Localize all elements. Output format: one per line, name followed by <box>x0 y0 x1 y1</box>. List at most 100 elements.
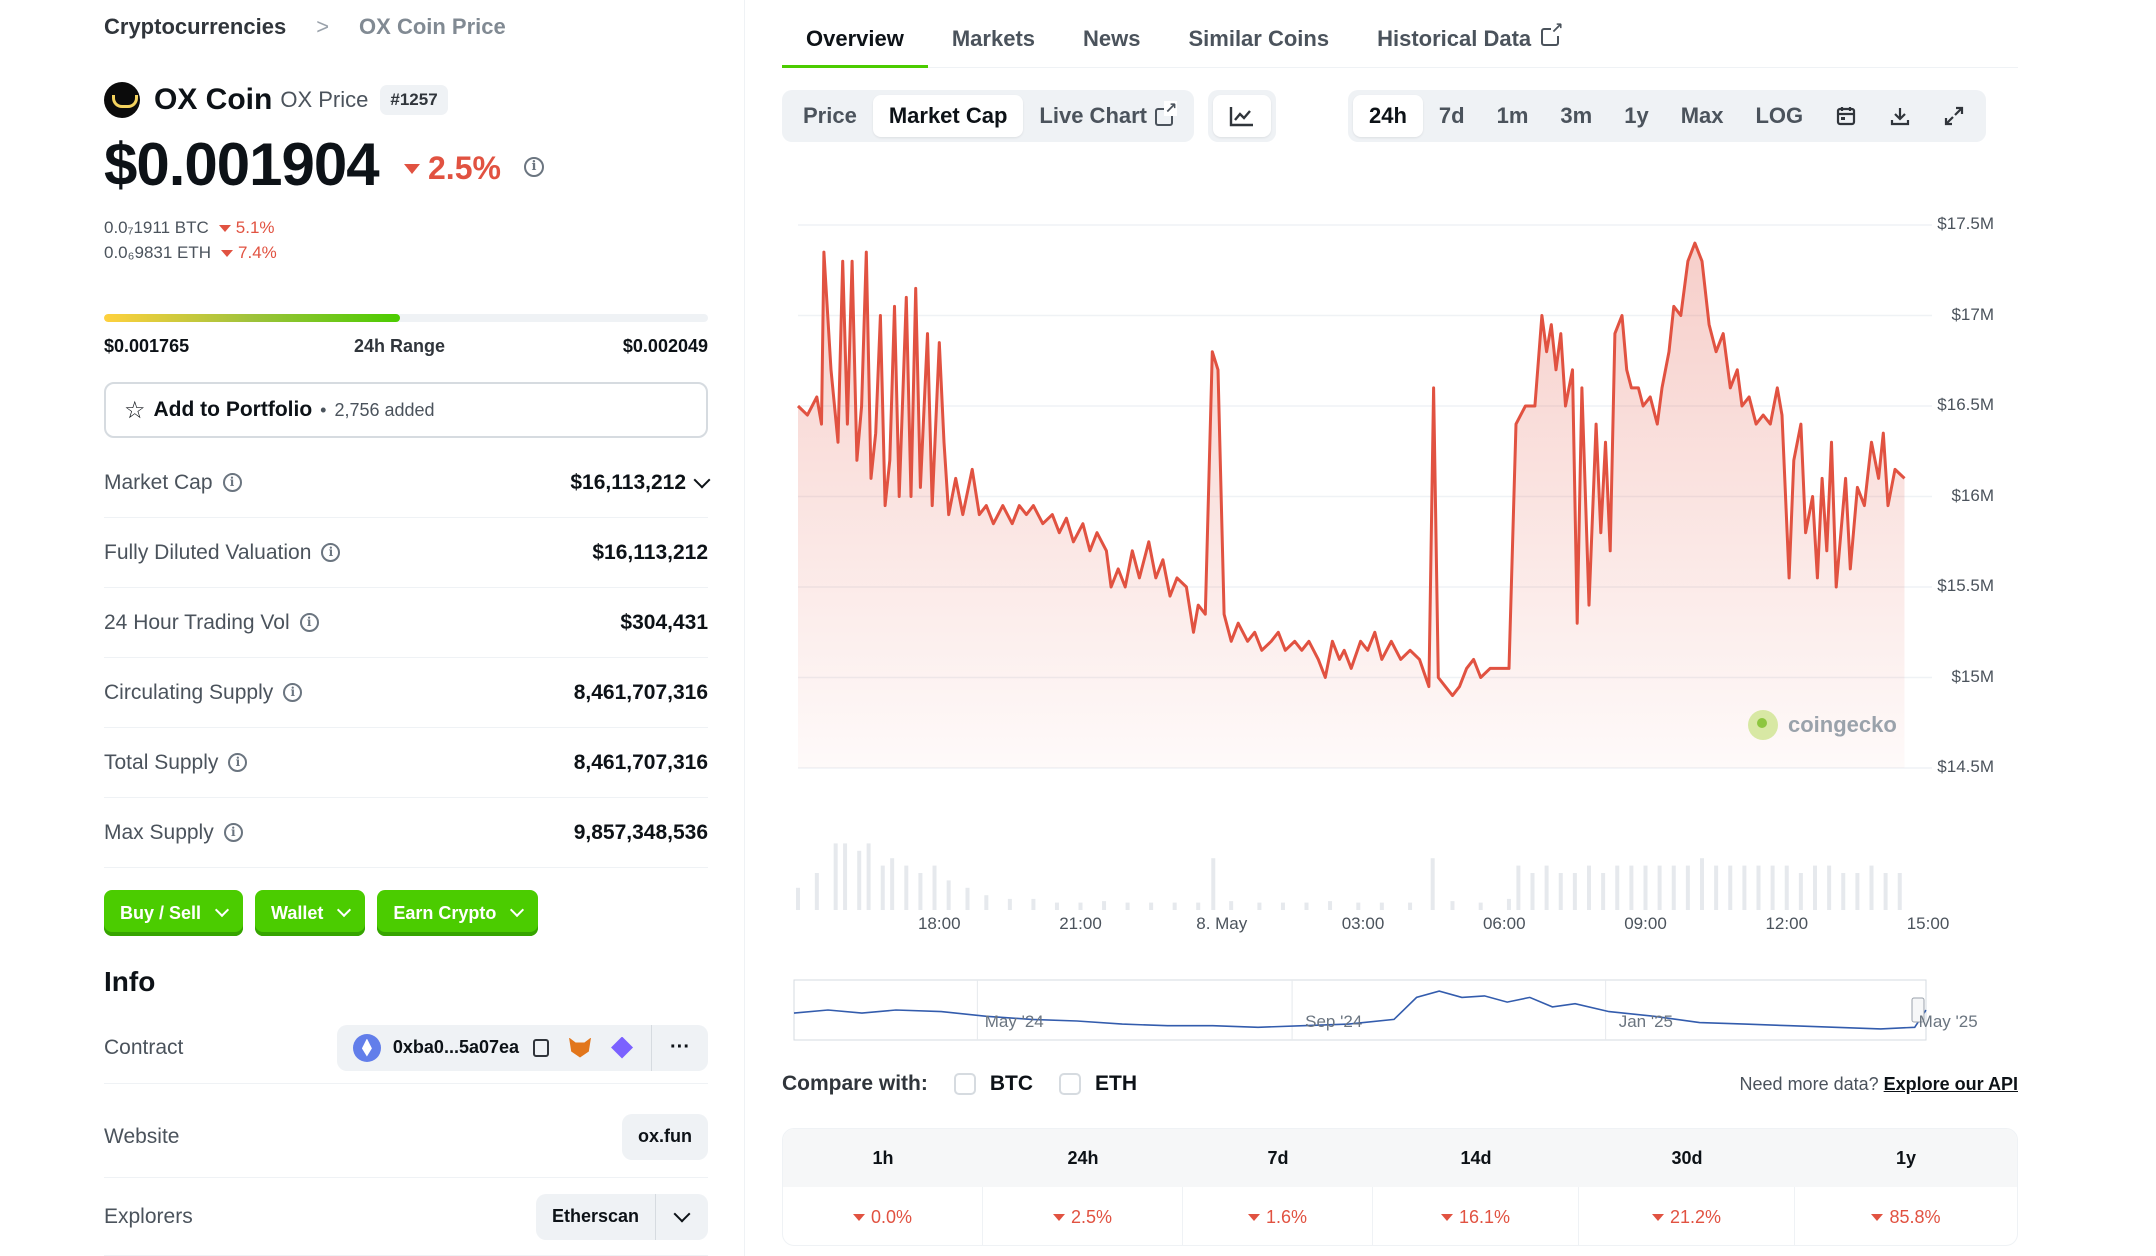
volume-bar <box>857 850 862 910</box>
info-icon[interactable]: i <box>283 683 303 702</box>
stat-value: 8,461,707,316 <box>573 680 708 704</box>
api-prompt: Need more data? Explore our API <box>1740 1074 2018 1095</box>
volume-bar <box>1558 873 1563 910</box>
stat-market-cap[interactable]: Market Cap i $16,113,212 <box>104 448 711 518</box>
volume-bar <box>1172 902 1177 910</box>
log-scale-button[interactable]: LOG <box>1739 95 1819 137</box>
volume-bar <box>1530 873 1535 910</box>
earn-crypto-button[interactable]: Earn Crypto <box>377 890 539 936</box>
range-1y-button[interactable]: 1y <box>1608 95 1664 137</box>
mode-market-cap-button[interactable]: Market Cap <box>872 95 1024 137</box>
volume-bar <box>1478 902 1483 910</box>
website-link[interactable]: ox.fun <box>622 1113 708 1160</box>
volume-bar <box>1506 898 1511 910</box>
range-3m-button[interactable]: 3m <box>1544 95 1608 137</box>
tab-label: Overview <box>806 26 904 51</box>
metamask-icon[interactable] <box>569 1037 592 1058</box>
add-to-portfolio-button[interactable]: ☆ Add to Portfolio • 2,756 added <box>104 382 708 438</box>
period-header: 24h <box>1067 1147 1099 1168</box>
tab-markets[interactable]: Markets <box>928 0 1059 67</box>
volume-bar <box>890 858 895 910</box>
mode-label: Live Chart <box>1039 103 1148 128</box>
range-24h-button[interactable]: 24h <box>1353 95 1423 137</box>
info-icon[interactable]: i <box>321 543 341 562</box>
tab-historical-data[interactable]: Historical Data <box>1353 0 1583 67</box>
fullscreen-button[interactable] <box>1927 95 1981 137</box>
mode-live-chart-button[interactable]: Live Chart <box>1023 95 1189 137</box>
volume-bar <box>1356 902 1361 910</box>
info-icon[interactable]: i <box>222 473 242 492</box>
volume-bar <box>880 865 885 910</box>
mode-price-button[interactable]: Price <box>787 95 873 137</box>
wallet-label: Wallet <box>271 902 324 923</box>
volume-bar <box>1211 858 1216 910</box>
contract-address[interactable]: 0xba0...5a07ea <box>392 1037 520 1057</box>
volume-bar <box>1516 865 1521 910</box>
info-icon[interactable]: i <box>299 613 319 632</box>
info-icon[interactable]: i <box>223 823 243 842</box>
y-tick-label: $15M <box>1951 666 1994 686</box>
copy-icon[interactable] <box>533 1038 550 1057</box>
range-bar-fill <box>104 314 400 322</box>
navigator-label: May '24 <box>984 1012 1044 1031</box>
compare-eth-option[interactable]: ETH <box>1059 1072 1137 1096</box>
download-icon <box>1891 108 1910 126</box>
download-button[interactable] <box>1873 95 1927 137</box>
line-chart-button[interactable] <box>1213 95 1271 137</box>
range-label: 1m <box>1496 103 1529 128</box>
range-label: 1y <box>1624 103 1649 128</box>
volume-bar <box>1643 865 1648 910</box>
caret-down-icon <box>218 224 231 232</box>
market-cap-area <box>798 243 1905 769</box>
navigator-handle[interactable] <box>1911 997 1925 1023</box>
external-link-icon <box>1541 21 1564 46</box>
y-tick-label: $15.5M <box>1937 576 1994 595</box>
checkbox[interactable] <box>1059 1073 1082 1095</box>
period-change-value: 21.2% <box>1669 1206 1722 1227</box>
price-change: 2.5% <box>404 150 501 187</box>
earn-crypto-label: Earn Crypto <box>393 902 497 923</box>
x-tick-label: 21:00 <box>1059 914 1102 933</box>
wallet-connect-icon[interactable] <box>611 1036 634 1059</box>
info-icon[interactable]: i <box>228 753 248 772</box>
more-options-button[interactable]: ··· <box>670 1036 690 1058</box>
tab-news[interactable]: News <box>1059 0 1164 67</box>
volume-bar <box>1544 865 1549 910</box>
breadcrumb-separator: > <box>316 14 330 39</box>
volume-bar <box>1671 865 1676 910</box>
compare-btc-option[interactable]: BTC <box>953 1072 1033 1096</box>
volume-bar <box>1125 902 1130 910</box>
range-7d-button[interactable]: 7d <box>1423 95 1481 137</box>
caret-down-icon <box>1247 1213 1260 1221</box>
period-header: 14d <box>1460 1147 1492 1168</box>
explorer-link[interactable]: Etherscan <box>551 1206 639 1226</box>
chart-style-switch <box>1208 90 1276 142</box>
website-row: Website ox.fun <box>104 1096 708 1178</box>
volume-bar <box>796 887 800 910</box>
volume-bar <box>1827 865 1832 910</box>
tab-overview[interactable]: Overview <box>782 0 928 68</box>
stat-label: Fully Diluted Valuation <box>104 540 312 564</box>
volume-bar <box>1601 873 1606 910</box>
range-max-button[interactable]: Max <box>1665 95 1740 137</box>
breadcrumb-root[interactable]: Cryptocurrencies <box>104 14 287 39</box>
checkbox[interactable] <box>953 1073 976 1095</box>
period-change-value: 0.0% <box>870 1206 913 1227</box>
volume-bar <box>814 873 819 910</box>
wallet-button[interactable]: Wallet <box>255 890 366 936</box>
volume-bar <box>1784 865 1789 910</box>
info-icon[interactable]: i <box>524 157 544 177</box>
tab-similar-coins[interactable]: Similar Coins <box>1164 0 1353 67</box>
range-1m-button[interactable]: 1m <box>1481 95 1545 137</box>
volume-bar <box>1629 865 1634 910</box>
volume-bar <box>1798 873 1803 910</box>
explore-api-link[interactable]: Explore our API <box>1883 1074 2018 1094</box>
calendar-button[interactable] <box>1819 95 1873 137</box>
buy-sell-button[interactable]: Buy / Sell <box>104 890 244 936</box>
period-change: 0.0% <box>783 1187 983 1245</box>
period-change-value: 2.5% <box>1070 1206 1113 1227</box>
volume-bar <box>1054 902 1059 910</box>
btc-conversion-value: 0.0₇1911 BTC <box>104 218 209 237</box>
caret-down-icon <box>1440 1213 1453 1221</box>
